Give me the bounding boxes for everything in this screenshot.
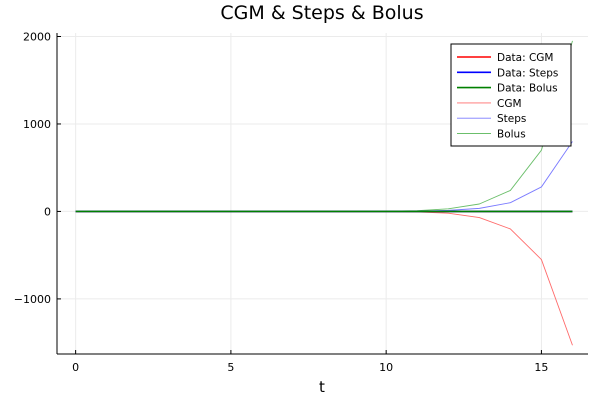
y-tick-label: 1000	[23, 118, 51, 131]
series-layer	[75, 40, 573, 346]
series-line-cgm	[75, 210, 573, 346]
legend-label: Bolus	[497, 129, 526, 141]
y-tick-label: 0	[44, 205, 51, 218]
x-tick-label: 0	[72, 361, 79, 374]
ticks: 0 5 10 15 −1000 0 1000 2000	[14, 30, 549, 374]
x-tick-label: 10	[379, 361, 393, 374]
legend-label: CGM	[497, 98, 522, 110]
chart-title: CGM & Steps & Bolus	[220, 2, 423, 24]
y-tick-label: −1000	[14, 293, 51, 306]
series-line-steps	[75, 141, 573, 212]
legend-label: Steps	[497, 113, 526, 125]
x-tick-label: 5	[227, 361, 234, 374]
x-axis-label: t	[319, 378, 325, 396]
x-tick-label: 15	[534, 361, 548, 374]
legend-box	[450, 43, 572, 147]
legend: Data: CGM Data: Steps Data: Bolus CGM Steps B…	[450, 43, 572, 147]
legend-label: Data: Steps	[497, 67, 558, 79]
legend-label: Data: CGM	[497, 52, 553, 64]
legend-label: Data: Bolus	[497, 83, 558, 95]
y-tick-label: 2000	[23, 30, 51, 43]
